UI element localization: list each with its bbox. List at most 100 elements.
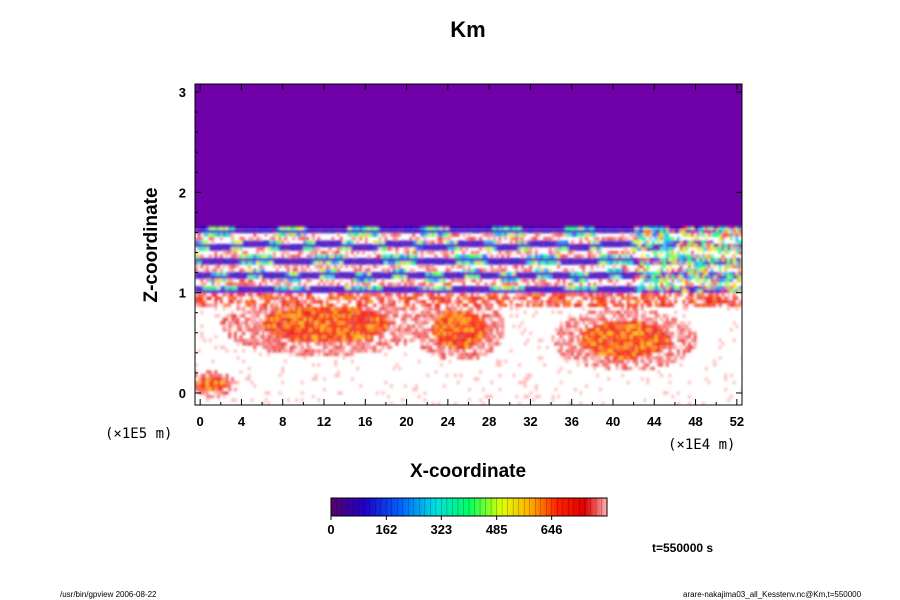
field-cell bbox=[225, 286, 229, 290]
field-cell bbox=[657, 254, 661, 258]
field-cell bbox=[668, 331, 672, 335]
field-cell bbox=[417, 289, 421, 293]
field-cell bbox=[470, 321, 474, 325]
field-cell bbox=[582, 296, 585, 300]
field-cell bbox=[649, 300, 652, 304]
field-cell bbox=[521, 265, 524, 269]
field-cell bbox=[682, 338, 686, 342]
field-cell bbox=[682, 261, 686, 265]
field-cell bbox=[730, 300, 733, 304]
field-cell bbox=[431, 307, 435, 311]
field-cell bbox=[459, 226, 463, 230]
field-cell bbox=[273, 314, 276, 318]
field-cell bbox=[509, 275, 513, 279]
field-cell bbox=[718, 233, 722, 237]
field-cell bbox=[515, 251, 519, 255]
field-cell bbox=[509, 251, 513, 255]
field-cell bbox=[406, 314, 410, 318]
field-cell bbox=[707, 272, 711, 276]
field-cell bbox=[353, 279, 357, 283]
field-cell bbox=[735, 324, 739, 328]
field-cell bbox=[306, 258, 310, 262]
field-cell bbox=[504, 268, 507, 272]
field-cell bbox=[498, 289, 502, 293]
field-cell bbox=[278, 300, 282, 304]
field-cell bbox=[387, 324, 390, 328]
field-cell bbox=[401, 261, 404, 265]
field-cell bbox=[534, 289, 538, 293]
field-cell bbox=[462, 314, 466, 318]
field-cell bbox=[278, 349, 282, 353]
field-cell bbox=[401, 243, 404, 248]
field-cell bbox=[560, 345, 563, 350]
field-cell bbox=[390, 293, 393, 297]
field-cell bbox=[593, 261, 597, 265]
field-cell bbox=[543, 275, 546, 279]
field-cell bbox=[275, 243, 279, 248]
field-cell bbox=[328, 321, 332, 325]
field-cell bbox=[596, 300, 599, 304]
field-cell bbox=[507, 247, 510, 251]
field-cell bbox=[320, 265, 323, 269]
field-cell bbox=[328, 254, 332, 258]
field-cell bbox=[320, 243, 323, 248]
field-cell bbox=[730, 229, 733, 234]
field-cell bbox=[381, 282, 385, 286]
field-cell bbox=[529, 229, 532, 234]
field-cell bbox=[640, 335, 644, 339]
field-cell bbox=[468, 328, 471, 332]
field-cell bbox=[359, 324, 363, 328]
field-cell bbox=[434, 247, 438, 251]
field-cell bbox=[649, 279, 652, 283]
field-cell bbox=[289, 338, 293, 342]
field-cell bbox=[649, 275, 652, 279]
field-cell bbox=[303, 321, 307, 325]
field-cell bbox=[373, 293, 376, 297]
field-cell bbox=[342, 289, 346, 293]
field-cell bbox=[200, 310, 204, 314]
field-cell bbox=[314, 275, 318, 279]
field-cell bbox=[557, 272, 560, 276]
field-cell bbox=[688, 229, 691, 234]
field-cell bbox=[646, 226, 650, 230]
field-cell bbox=[197, 303, 201, 307]
field-cell bbox=[462, 303, 466, 307]
field-cell bbox=[507, 251, 510, 255]
field-cell bbox=[356, 324, 360, 328]
field-cell bbox=[612, 303, 616, 307]
field-cell bbox=[392, 282, 396, 286]
field-cell bbox=[415, 317, 418, 321]
field-cell bbox=[732, 300, 736, 304]
field-cell bbox=[275, 296, 279, 300]
field-cell bbox=[621, 226, 624, 230]
field-cell bbox=[487, 342, 491, 346]
field-cell bbox=[495, 275, 499, 279]
field-cell bbox=[615, 293, 619, 297]
field-cell bbox=[590, 345, 594, 350]
field-cell bbox=[351, 317, 354, 321]
field-cell bbox=[682, 307, 686, 311]
field-cell bbox=[320, 258, 323, 262]
field-cell bbox=[443, 300, 446, 304]
field-cell bbox=[665, 345, 669, 350]
field-cell bbox=[231, 310, 234, 314]
field-cell bbox=[300, 275, 304, 279]
field-cell bbox=[267, 254, 271, 258]
field-cell bbox=[685, 243, 689, 248]
field-cell bbox=[412, 226, 415, 230]
field-cell bbox=[512, 258, 516, 262]
field-cell bbox=[270, 236, 273, 241]
field-cell bbox=[462, 233, 466, 237]
field-cell bbox=[685, 226, 689, 230]
field-cell bbox=[713, 265, 716, 269]
field-cell bbox=[629, 328, 633, 332]
field-cell bbox=[565, 268, 569, 272]
field-cell bbox=[267, 300, 271, 304]
field-cell bbox=[231, 268, 234, 272]
field-cell bbox=[284, 307, 287, 311]
field-cell bbox=[339, 293, 343, 297]
field-cell bbox=[306, 296, 310, 300]
field-cell bbox=[362, 303, 365, 307]
field-cell bbox=[504, 282, 507, 286]
field-cell bbox=[362, 279, 365, 283]
